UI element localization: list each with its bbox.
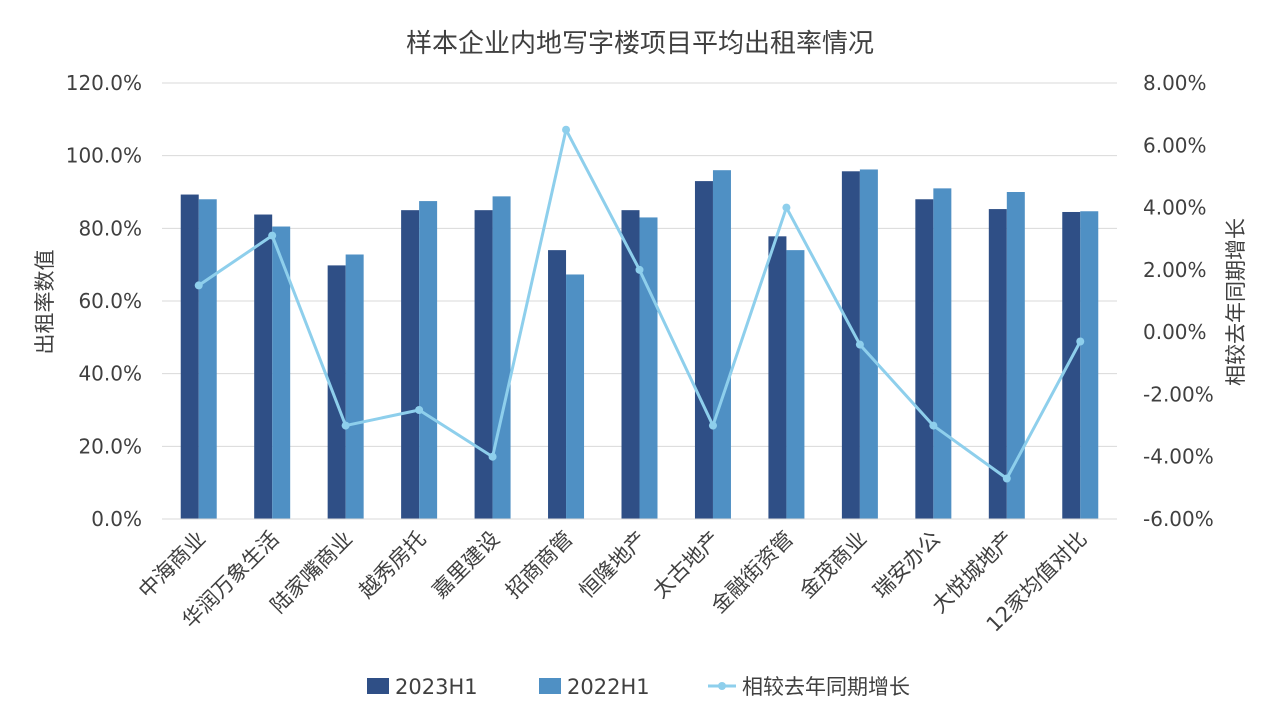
legend: 2023H1 2022H1 相较去年同期增长	[367, 675, 910, 699]
legend-swatch-2023h1	[367, 678, 389, 694]
x-tick-label: 招商商管	[501, 527, 577, 603]
y-tick-left: 40.0%	[78, 362, 142, 386]
growth-point-4	[415, 406, 424, 414]
bar-2023h1-13	[1062, 211, 1081, 519]
x-tick-label: 太古地产	[648, 527, 724, 603]
bar-2022h1-12	[1006, 192, 1025, 519]
growth-point-2	[268, 231, 277, 240]
y-tick-right: -6.00%	[1143, 507, 1214, 531]
bar-2022h1-6	[566, 274, 585, 519]
x-tick-label: 金茂商业	[795, 527, 871, 603]
y-tick-left: 100.0%	[66, 144, 142, 168]
y-tick-left: 80.0%	[78, 216, 142, 240]
bar-2023h1-8	[694, 181, 713, 519]
x-tick-label: 嘉里建设	[428, 527, 504, 603]
x-tick-label: 越秀房托	[354, 527, 430, 603]
growth-point-3	[341, 421, 350, 430]
growth-point-1	[194, 281, 203, 290]
bar-2022h1-5	[492, 196, 511, 520]
y-tick-right: 2.00%	[1143, 258, 1207, 282]
y-axis-label-left: 出租率数值	[33, 250, 57, 355]
bar-2022h1-4	[419, 201, 438, 520]
growth-point-9	[782, 203, 791, 212]
growth-point-11	[929, 421, 938, 430]
bar-2023h1-1	[180, 194, 199, 519]
legend-label-growth: 相较去年同期增长	[742, 675, 910, 699]
y-tick-left: 120.0%	[66, 71, 142, 95]
y-tick-right: -2.00%	[1143, 382, 1214, 406]
bar-2023h1-2	[254, 214, 273, 519]
y-tick-right: 6.00%	[1143, 133, 1207, 157]
x-tick-label: 恒隆地产	[575, 527, 651, 603]
bar-2022h1-2	[272, 226, 291, 519]
y-tick-right: 4.00%	[1143, 196, 1207, 220]
bar-2022h1-13	[1080, 211, 1099, 520]
bar-2022h1-1	[198, 199, 217, 519]
bar-2023h1-10	[841, 171, 860, 520]
y-tick-left: 60.0%	[78, 289, 142, 313]
bar-2022h1-11	[933, 188, 952, 519]
y-tick-left: 0.0%	[91, 507, 142, 531]
y-tick-right: -4.00%	[1143, 445, 1214, 469]
bar-2023h1-4	[401, 210, 420, 519]
growth-point-7	[635, 265, 644, 274]
bar-2023h1-5	[474, 210, 493, 519]
x-tick-label: 瑞安办公	[869, 527, 945, 603]
y-tick-right: 0.00%	[1143, 320, 1207, 344]
legend-label-2022h1: 2022H1	[567, 675, 650, 699]
bar-2023h1-9	[768, 236, 787, 519]
legend-marker-growth	[718, 682, 726, 690]
chart-title: 样本企业内地写字楼项目平均出租率情况	[406, 29, 874, 59]
growth-point-13	[1076, 337, 1085, 346]
y-tick-left: 20.0%	[78, 434, 142, 458]
bar-2023h1-11	[915, 199, 934, 519]
y-tick-right: 8.00%	[1143, 71, 1207, 95]
bar-2022h1-10	[859, 169, 878, 519]
legend-swatch-2022h1	[539, 678, 561, 694]
bar-2023h1-7	[621, 210, 640, 519]
x-tick-label: 中海商业	[134, 527, 210, 603]
bar-2022h1-8	[712, 170, 731, 519]
bar-2022h1-3	[345, 254, 364, 519]
bar-2023h1-3	[327, 265, 346, 519]
growth-point-6	[562, 125, 571, 134]
bar-2022h1-9	[786, 250, 805, 519]
growth-point-12	[1002, 474, 1011, 483]
y-axis-label-right: 相较去年同期增长	[1224, 218, 1248, 386]
bar-2023h1-6	[548, 250, 567, 519]
growth-point-8	[708, 421, 717, 430]
growth-point-10	[855, 340, 864, 349]
legend-label-2023h1: 2023H1	[395, 675, 478, 699]
growth-point-5	[488, 452, 497, 461]
growth-line	[194, 125, 1085, 483]
bars	[180, 169, 1099, 520]
bar-2022h1-7	[639, 217, 658, 519]
bar-2023h1-12	[988, 209, 1007, 519]
